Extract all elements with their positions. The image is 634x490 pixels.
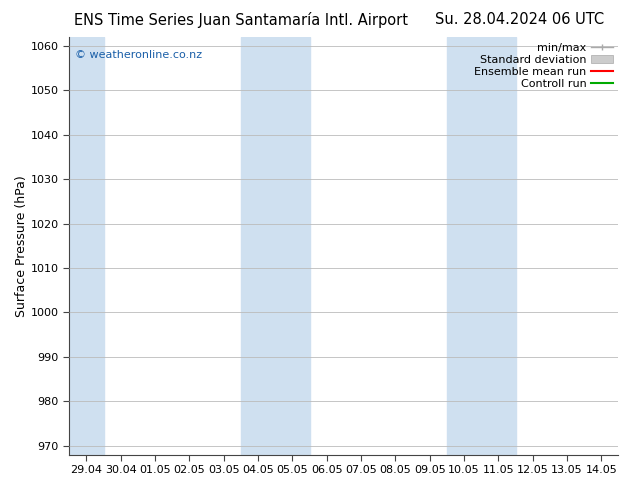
Bar — [447, 37, 515, 455]
Text: Su. 28.04.2024 06 UTC: Su. 28.04.2024 06 UTC — [436, 12, 604, 27]
Bar — [241, 37, 309, 455]
Legend: min/max, Standard deviation, Ensemble mean run, Controll run: min/max, Standard deviation, Ensemble me… — [474, 43, 613, 89]
Y-axis label: Surface Pressure (hPa): Surface Pressure (hPa) — [15, 175, 28, 317]
Text: ENS Time Series Juan Santamaría Intl. Airport: ENS Time Series Juan Santamaría Intl. Ai… — [74, 12, 408, 28]
Bar — [69, 37, 103, 455]
Text: © weatheronline.co.nz: © weatheronline.co.nz — [75, 49, 202, 60]
